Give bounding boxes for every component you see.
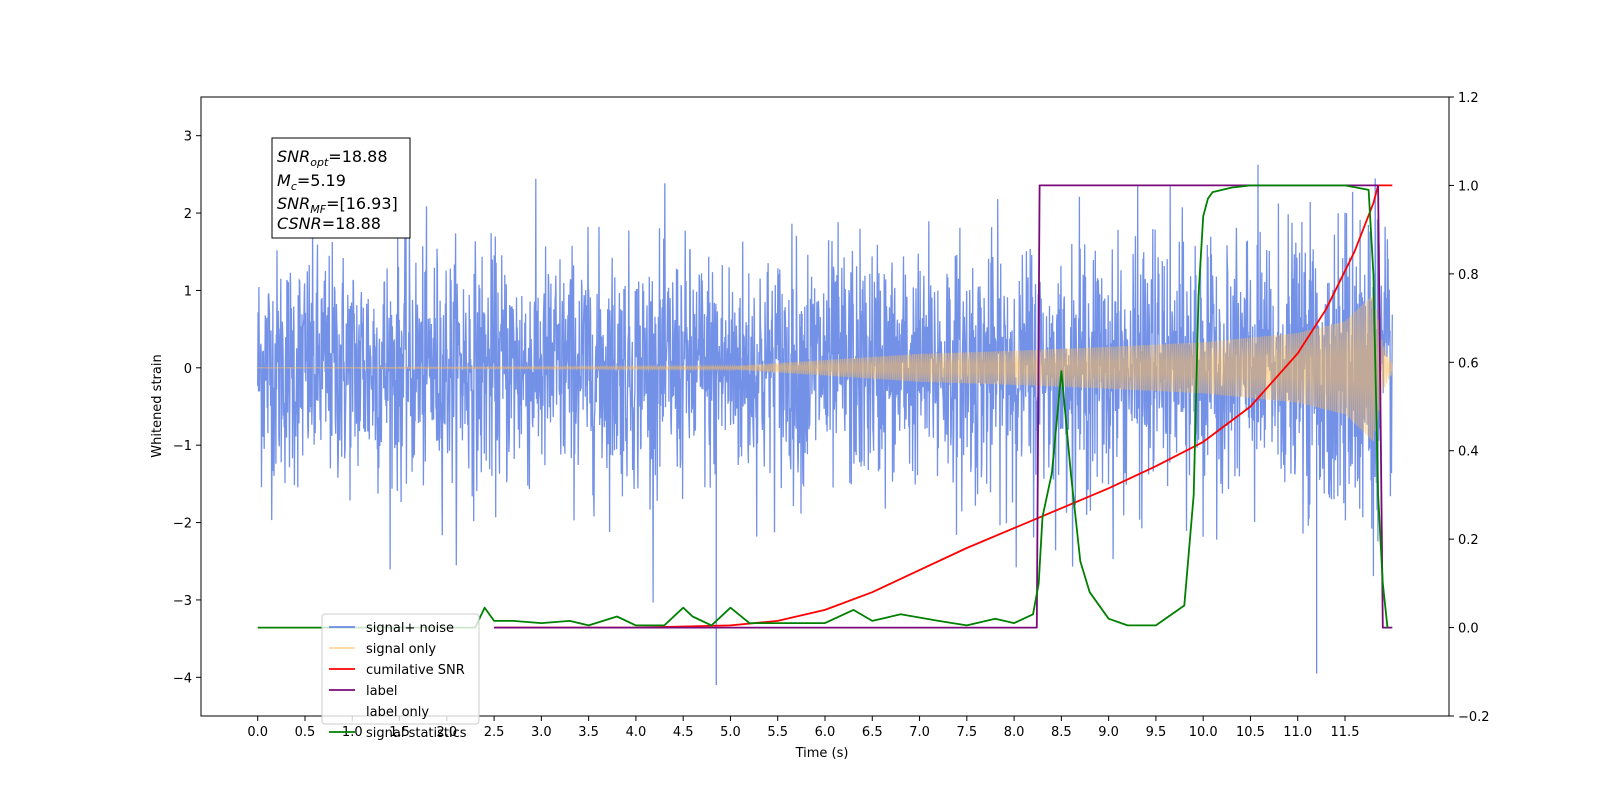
x-tick-label: 0.5	[295, 725, 316, 740]
x-tick-label: 3.0	[531, 725, 552, 740]
y-right-tick-label: 1.0	[1458, 179, 1479, 194]
y-right-tick-label: 0.6	[1458, 356, 1479, 371]
legend-label: label	[366, 684, 397, 699]
legend: signal+ noise signal only cumilative SNR la…	[321, 613, 480, 741]
y-right-tick-label: 0.0	[1458, 622, 1479, 637]
signal-plus-noise-line	[257, 164, 1393, 603]
y-axis-left-ticks: 3 2 1 0 −1 −2 −3 −4	[173, 130, 201, 686]
y-axis-label: Whitened strain	[150, 354, 165, 457]
y-left-tick-label: −3	[173, 594, 192, 609]
y-right-tick-label: 0.8	[1458, 268, 1479, 283]
signal-statistics-series	[257, 184, 1389, 629]
x-tick-label: 3.5	[578, 725, 599, 740]
label-series	[494, 184, 1393, 629]
x-tick-label: 4.5	[673, 725, 694, 740]
x-tick-label: 11.5	[1331, 725, 1360, 740]
stats-box-frame	[271, 137, 411, 239]
signal-statistics-line	[257, 184, 1389, 629]
stats-line-snr-opt: SNRopt=18.88	[277, 147, 388, 169]
y-left-tick-label: 3	[184, 130, 192, 145]
legend-label: signal statistics	[366, 726, 467, 741]
legend-item: label	[329, 684, 397, 699]
x-tick-label: 9.5	[1146, 725, 1167, 740]
x-tick-label: 5.0	[720, 725, 741, 740]
y-right-tick-label: 0.4	[1458, 445, 1479, 460]
x-tick-label: 2.5	[484, 725, 505, 740]
x-tick-label: 2.0	[436, 725, 457, 740]
y-right-tick-label: 0.2	[1458, 533, 1479, 548]
x-tick-label: 7.0	[909, 725, 930, 740]
stats-line-csnr: CSNR=18.88	[277, 214, 381, 233]
stats-annotation-box: SNRopt=18.88 Mc=5.19 SNRMF=[16.93] CSNR=…	[271, 137, 411, 239]
x-tick-label: 0.0	[247, 725, 268, 740]
x-tick-label: 5.5	[767, 725, 788, 740]
label-line	[494, 184, 1393, 629]
y-left-tick-label: −2	[173, 517, 192, 532]
y-left-tick-label: −1	[173, 439, 192, 454]
plot-area	[257, 164, 1393, 686]
legend-item: signal only	[329, 642, 436, 657]
signal-plus-noise-series	[257, 164, 1393, 686]
y-left-tick-label: −4	[173, 671, 192, 686]
x-tick-label: 10.5	[1236, 725, 1265, 740]
x-axis-ticks: 0.0 0.5 1.0 1.5 2.0 2.5 3.0 3.5 4.0 4.5 5.0 5.5 6.0 6…	[247, 716, 1359, 740]
legend-item: signal+ noise	[329, 621, 454, 636]
signal-only-series	[257, 295, 1393, 442]
stats-line-chirp-mass: Mc=5.19	[277, 171, 346, 193]
legend-label: signal only	[366, 642, 436, 657]
x-tick-label: 9.0	[1098, 725, 1119, 740]
y-right-tick-label: 1.2	[1458, 91, 1479, 106]
x-tick-label: 1.5	[389, 725, 410, 740]
x-tick-label: 8.0	[1004, 725, 1025, 740]
x-tick-label: 8.5	[1051, 725, 1072, 740]
y-left-tick-label: 1	[184, 284, 192, 299]
x-tick-label: 10.0	[1189, 725, 1218, 740]
legend-label: signal+ noise	[366, 621, 454, 636]
stats-line-snr-mf: SNRMF=[16.93]	[277, 194, 398, 216]
x-tick-label: 6.5	[862, 725, 883, 740]
y-right-tick-label: −0.2	[1458, 710, 1490, 725]
legend-label: cumilative SNR	[366, 663, 465, 678]
legend-frame	[321, 613, 480, 725]
cumulative-snr-series	[494, 184, 1393, 629]
legend-item: cumilative SNR	[329, 663, 465, 678]
cumulative-snr-line	[494, 184, 1393, 629]
legend-label: label only	[366, 705, 429, 720]
x-tick-label: 4.0	[626, 725, 647, 740]
x-tick-label: 7.5	[956, 725, 977, 740]
y-left-tick-label: 2	[184, 207, 192, 222]
x-tick-label: 11.0	[1283, 725, 1312, 740]
signal-only-line	[257, 295, 1393, 442]
legend-item: label only	[329, 705, 429, 720]
y-left-tick-label: 0	[184, 362, 192, 377]
y-axis-right-ticks: 1.2 1.0 0.8 0.6 0.4 0.2 0.0 −0.2	[1449, 91, 1490, 725]
x-axis-label: Time (s)	[795, 746, 849, 761]
x-tick-label: 6.0	[815, 725, 836, 740]
legend-item: signal statistics	[329, 726, 467, 741]
